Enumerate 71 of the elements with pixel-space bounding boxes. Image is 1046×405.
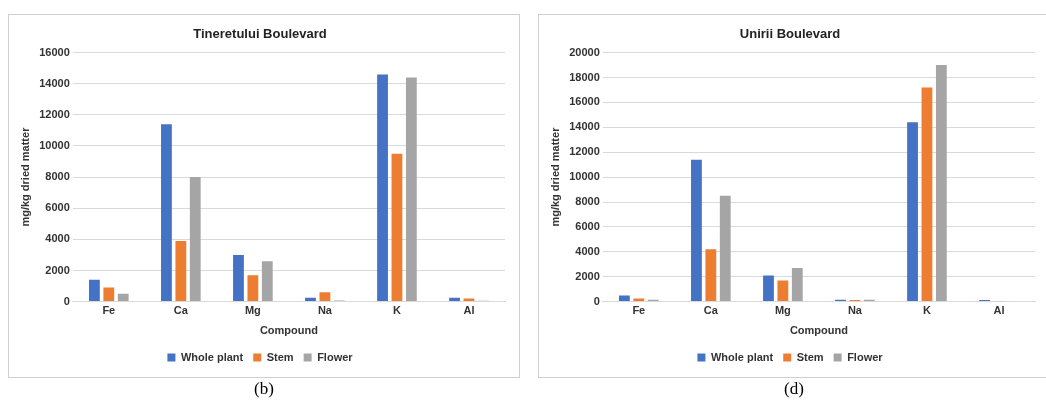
y-tick-label: 0 xyxy=(63,294,70,307)
bar xyxy=(705,249,717,302)
bar xyxy=(89,279,100,302)
bar xyxy=(175,240,187,302)
y-tick-label: 16000 xyxy=(39,45,70,58)
x-tick-label: Al xyxy=(463,304,475,317)
y-tick-label: 18000 xyxy=(569,70,600,83)
bar xyxy=(161,124,172,302)
legend-label: Flower xyxy=(317,350,354,363)
legend-label: Stem xyxy=(266,350,294,363)
bar xyxy=(691,159,702,302)
x-tick-label: K xyxy=(392,304,401,317)
bar xyxy=(391,153,403,302)
y-tick-label: 0 xyxy=(593,294,600,307)
x-tick-label: Ca xyxy=(703,304,719,317)
bar xyxy=(907,122,918,302)
x-tick-label: Na xyxy=(847,304,863,317)
y-tick-label: 10000 xyxy=(39,139,70,152)
bar xyxy=(377,74,388,302)
y-axis-title: mg/kg dried matter xyxy=(548,126,561,227)
x-tick-label: K xyxy=(922,304,931,317)
x-tick-label: Al xyxy=(993,304,1005,317)
y-tick-label: 20000 xyxy=(569,45,600,58)
y-tick-label: 4000 xyxy=(45,232,70,245)
y-tick-label: 14000 xyxy=(39,76,70,89)
y-tick-label: 8000 xyxy=(45,170,70,183)
x-tick-label: Mg xyxy=(244,304,261,317)
bar xyxy=(117,293,129,302)
bar xyxy=(103,287,115,302)
bar xyxy=(777,280,789,302)
x-tick-label: Na xyxy=(317,304,333,317)
bar xyxy=(921,87,933,302)
y-tick-label: 14000 xyxy=(569,120,600,133)
y-tick-label: 2000 xyxy=(575,269,600,282)
bar xyxy=(791,267,803,302)
y-tick-label: 16000 xyxy=(569,95,600,108)
bar xyxy=(619,295,630,302)
bar xyxy=(763,275,774,302)
y-tick-label: 6000 xyxy=(575,219,600,232)
bar xyxy=(261,261,273,302)
bar xyxy=(319,292,331,302)
x-tick-label: Fe xyxy=(632,304,646,317)
y-tick-label: 10000 xyxy=(569,170,600,183)
text: (d) xyxy=(783,378,805,400)
x-tick-label: Mg xyxy=(774,304,791,317)
bar xyxy=(463,298,475,302)
chart-title: Unirii Boulevard xyxy=(739,26,841,42)
bar xyxy=(247,275,259,302)
legend-label: Stem xyxy=(796,350,824,363)
bar xyxy=(189,177,201,302)
bar xyxy=(233,254,244,302)
legend-label: Flower xyxy=(847,350,884,363)
text: (b) xyxy=(253,378,275,400)
bar xyxy=(719,195,731,302)
legend-label: Whole plant xyxy=(180,350,244,363)
legend-label: Whole plant xyxy=(710,350,774,363)
y-tick-label: 12000 xyxy=(569,145,600,158)
bar xyxy=(633,298,645,302)
y-tick-label: 12000 xyxy=(39,107,70,120)
bar xyxy=(935,65,947,302)
y-tick-label: 8000 xyxy=(575,195,600,208)
y-tick-label: 6000 xyxy=(45,201,70,214)
bar xyxy=(405,77,417,302)
x-axis-title: Compound xyxy=(259,324,318,337)
y-tick-label: 4000 xyxy=(575,244,600,257)
y-axis-title: mg/kg dried matter xyxy=(18,126,31,227)
x-tick-label: Ca xyxy=(173,304,189,317)
x-tick-label: Fe xyxy=(102,304,116,317)
chart-title: Tineretului Boulevard xyxy=(193,26,327,42)
y-tick-label: 2000 xyxy=(45,263,70,276)
x-axis-title: Compound xyxy=(789,324,848,337)
